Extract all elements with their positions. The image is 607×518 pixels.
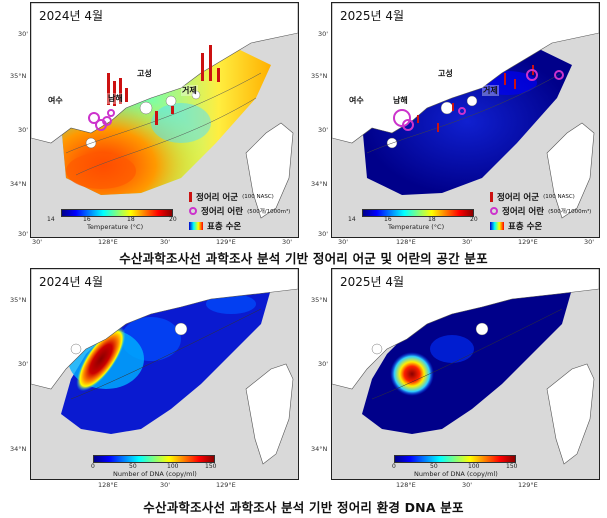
lon-tick: 30' — [462, 238, 473, 246]
legend-school: 정어리 어군 (100 NASC) — [490, 191, 575, 203]
place-label-yeosu: 여수 — [47, 95, 64, 106]
colorbar-tick: 20 — [470, 216, 478, 223]
lon-tick: 129°E — [518, 238, 538, 246]
panel-year-label: 2024년 4월 — [39, 275, 104, 289]
lat-tick: 30' — [18, 360, 29, 368]
top-caption: 수산과학조사선 과학조사 분석 기반 정어리 어군 및 어란의 공간 분포 — [119, 251, 488, 266]
panel-year-label: 2025년 4월 — [340, 275, 405, 289]
map-panel-2025-edna: 2025년 4월 0 50 100 150 Number of DNA (cop… — [331, 268, 600, 480]
lon-tick: 30' — [282, 238, 293, 246]
legend-egg: 정어리 어란 (500개/1000m³) — [490, 205, 591, 217]
edna-colorbar — [93, 455, 215, 463]
lon-tick: 30' — [160, 238, 171, 246]
place-label-goseong: 고성 — [437, 68, 454, 79]
temperature-colorbar — [61, 209, 173, 217]
lon-tick: 30' — [462, 481, 473, 489]
colorbar-tick: 50 — [129, 463, 137, 470]
lat-tick: 30' — [18, 230, 29, 238]
place-label-namhae: 남해 — [392, 95, 409, 106]
colorbar-tick: 18 — [127, 216, 135, 223]
legend-surface-temp: 표층 수온 — [189, 220, 241, 232]
lat-tick: 35°N — [10, 296, 27, 304]
colorbar-label: Temperature (°C) — [388, 223, 445, 231]
map-panel-2024-temperature: 2024년 4월 여수 남해 고성 거제 14 16 18 20 Tempera… — [30, 2, 299, 238]
bottom-caption: 수산과학조사선 과학조사 분석 기반 정어리 환경 DNA 분포 — [143, 500, 464, 515]
legend-surface-temp: 표층 수온 — [490, 220, 542, 232]
colorbar-tick: 0 — [91, 463, 95, 470]
sardine-egg-markers — [393, 69, 564, 131]
place-label-yeosu: 여수 — [348, 95, 365, 106]
map-panel-2024-edna: 2024년 4월 0 50 100 150 Number of DNA (cop… — [30, 268, 299, 480]
colorbar-label: Temperature (°C) — [87, 223, 144, 231]
colorbar-tick: 0 — [392, 463, 396, 470]
colorbar-tick: 150 — [205, 463, 217, 470]
colorbar-label: Number of DNA (copy/ml) — [414, 470, 498, 478]
lon-tick: 30' — [32, 238, 43, 246]
colorbar-tick: 16 — [384, 216, 392, 223]
panel-year-label: 2025년 4월 — [340, 9, 405, 23]
lat-tick: 34°N — [10, 445, 27, 453]
place-label-namhae: 남해 — [107, 93, 124, 104]
lat-tick: 30' — [318, 30, 329, 38]
lon-tick: 30' — [160, 481, 171, 489]
lat-tick: 30' — [18, 126, 29, 134]
colorbar-tick: 100 — [468, 463, 480, 470]
lon-tick: 129°E — [216, 481, 236, 489]
colorbar-tick: 14 — [348, 216, 356, 223]
legend-egg: 정어리 어란 (500개/1000m³) — [189, 205, 290, 217]
lat-tick: 34°N — [311, 445, 328, 453]
lon-tick: 30' — [338, 238, 349, 246]
colorbar-tick: 50 — [430, 463, 438, 470]
lon-tick: 128°E — [98, 481, 118, 489]
lat-tick: 35°N — [311, 296, 328, 304]
colorbar-tick: 16 — [83, 216, 91, 223]
place-label-geoje: 거제 — [482, 85, 499, 96]
edna-colorbar — [394, 455, 516, 463]
temperature-map-2025 — [332, 3, 599, 219]
place-label-geoje: 거제 — [181, 85, 198, 96]
colorbar-tick: 100 — [167, 463, 179, 470]
colorbar-tick: 20 — [169, 216, 177, 223]
temperature-map-2024 — [31, 3, 298, 219]
lon-tick: 30' — [584, 238, 595, 246]
lat-tick: 34°N — [311, 180, 328, 188]
lon-tick: 129°E — [216, 238, 236, 246]
colorbar-tick: 150 — [506, 463, 518, 470]
colorbar-tick: 14 — [47, 216, 55, 223]
lon-tick: 128°E — [396, 481, 416, 489]
lat-tick: 34°N — [10, 180, 27, 188]
lon-tick: 128°E — [396, 238, 416, 246]
lon-tick: 128°E — [98, 238, 118, 246]
edna-map-2025 — [332, 269, 599, 465]
legend-school: 정어리 어군 (100 NASC) — [189, 191, 274, 203]
panel-year-label: 2024년 4월 — [39, 9, 104, 23]
temperature-colorbar — [362, 209, 474, 217]
edna-map-2024 — [31, 269, 298, 465]
lat-tick: 30' — [318, 126, 329, 134]
lat-tick: 30' — [318, 360, 329, 368]
lat-tick: 30' — [18, 30, 29, 38]
colorbar-label: Number of DNA (copy/ml) — [113, 470, 197, 478]
lat-tick: 35°N — [10, 72, 27, 80]
sardine-school-markers — [107, 45, 220, 125]
map-panel-2025-temperature: 2025년 4월 여수 남해 고성 거제 14 16 18 20 Tempera… — [331, 2, 600, 238]
lon-tick: 129°E — [518, 481, 538, 489]
sardine-egg-markers — [88, 109, 115, 131]
lat-tick: 35°N — [311, 72, 328, 80]
colorbar-tick: 18 — [428, 216, 436, 223]
lat-tick: 30' — [318, 230, 329, 238]
place-label-goseong: 고성 — [136, 68, 153, 79]
